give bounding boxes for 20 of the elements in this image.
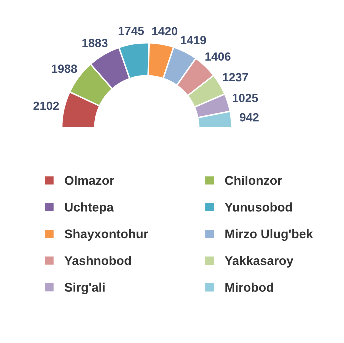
legend-label: Yashnobod — [64, 256, 132, 266]
data-label: 1883 — [82, 39, 108, 48]
data-label: 1745 — [118, 27, 144, 36]
legend-label: Mirobod — [226, 282, 274, 292]
data-label: 1420 — [152, 27, 178, 36]
legend-label: Sirg'ali — [64, 282, 105, 295]
data-label: 1419 — [181, 36, 206, 45]
data-label: 1988 — [52, 64, 78, 74]
data-label: 1237 — [223, 73, 248, 82]
data-label: 942 — [240, 113, 259, 122]
data-label: 1406 — [206, 52, 231, 61]
legend-label: Chilonzor — [225, 176, 282, 186]
legend-label: Yakkasaroy — [225, 256, 294, 268]
data-label: 1025 — [232, 94, 258, 102]
legend-label: Shayxontohur — [64, 229, 148, 242]
legend-label: Uchtepa — [65, 202, 114, 214]
legend-label: Yunusobod — [225, 202, 292, 212]
legend-label: Olmazor — [65, 176, 114, 186]
data-label: 2102 — [34, 102, 60, 110]
legend-label: Mirzo Ulug'bek — [226, 229, 314, 242]
